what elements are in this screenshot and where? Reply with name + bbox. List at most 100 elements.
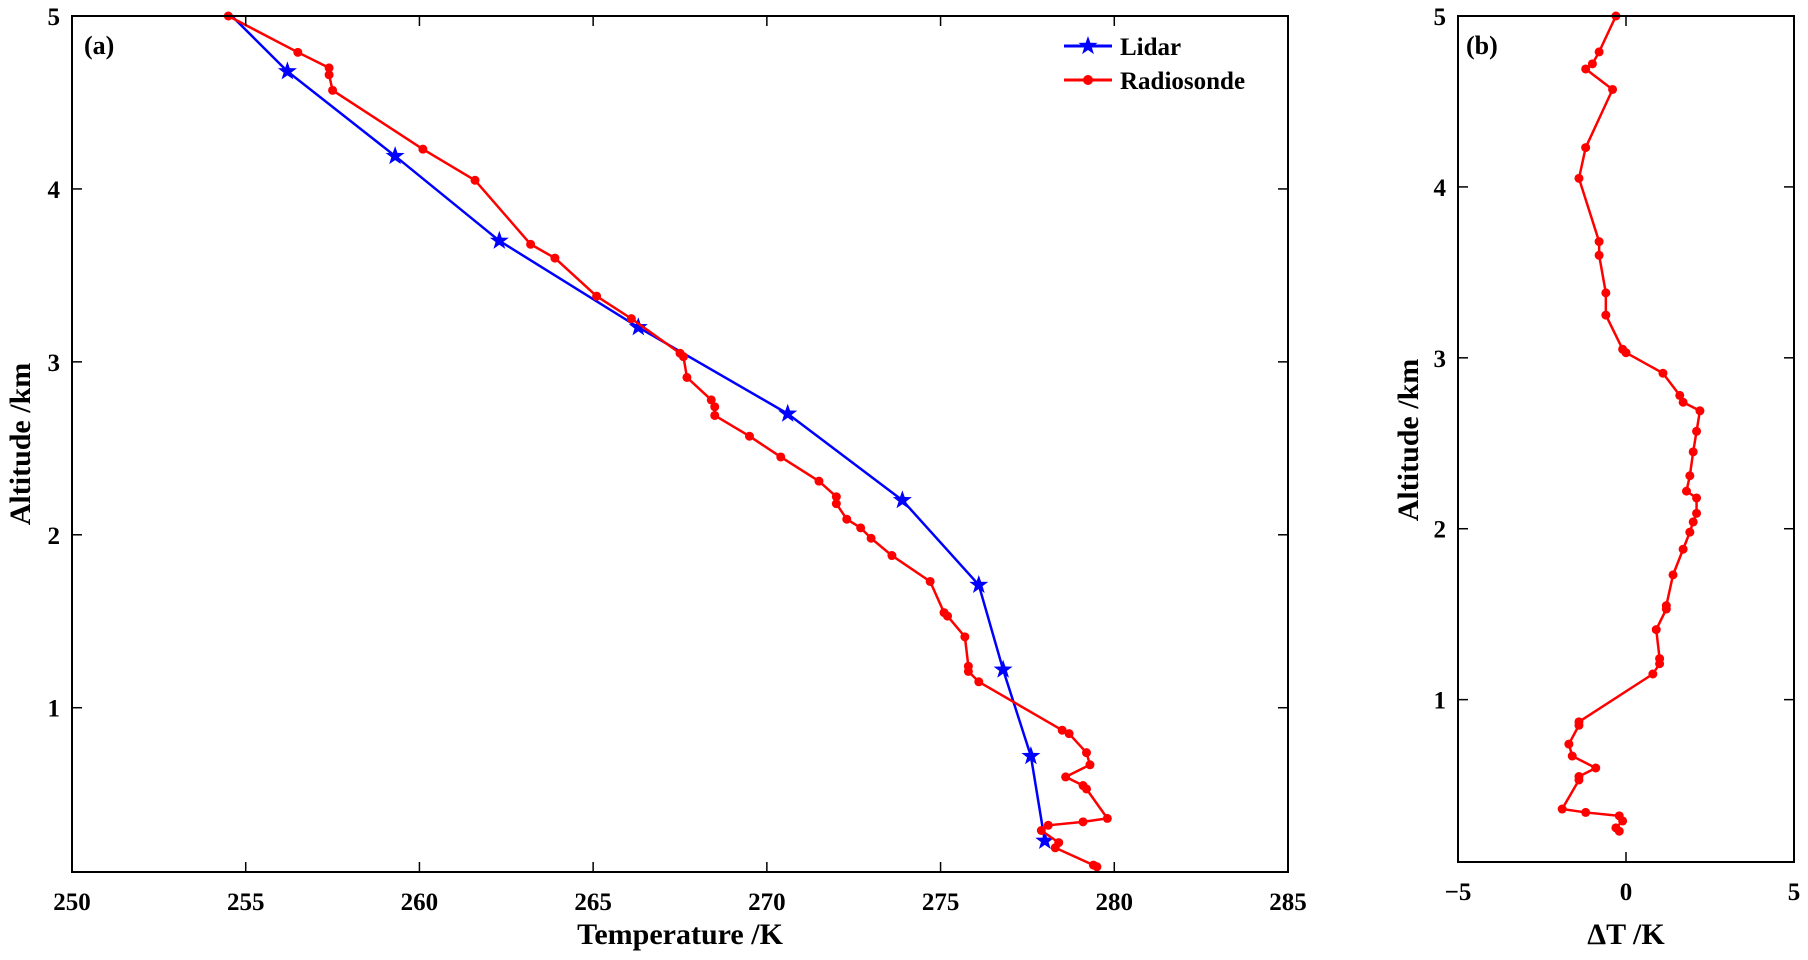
panel-b-series-0-point-3 bbox=[1581, 64, 1591, 74]
panel-b-series-0-point-19 bbox=[1685, 471, 1695, 481]
panel-b-series-0-point-5 bbox=[1581, 143, 1591, 153]
panel-b-series-0-point-6 bbox=[1574, 173, 1584, 183]
panel-b-series-0-point-21 bbox=[1692, 493, 1702, 503]
panel-a-radiosonde-point-10 bbox=[626, 314, 636, 324]
panel-a-radiosonde-point-29 bbox=[960, 632, 970, 642]
panel-a-x-axis-title: Temperature /K bbox=[577, 918, 783, 951]
panel-b-series-0-point-28 bbox=[1661, 604, 1671, 614]
panel-a-x-tick-label-285: 285 bbox=[1269, 889, 1307, 916]
panel-b-series-0-point-13 bbox=[1658, 368, 1668, 378]
panel-a-ticks: 250 255 260 265 270 275 280 285 1 2 3 4 5 bbox=[48, 4, 1307, 916]
panel-b-y-tick-label-1: 1 bbox=[1434, 688, 1447, 715]
panel-a-lidar-point-1 bbox=[277, 61, 297, 80]
panel-a-radiosonde-point-12 bbox=[678, 352, 688, 362]
panel-a-radiosonde-point-20 bbox=[831, 492, 841, 502]
legend-lidar-label: Lidar bbox=[1120, 34, 1181, 61]
panel-b-x-tick-label-5: 5 bbox=[1788, 879, 1801, 906]
panel-a-radiosonde-point-7 bbox=[526, 239, 536, 249]
panel-a-radiosonde-point-32 bbox=[974, 677, 984, 687]
panel-a-radiosonde-point-31 bbox=[963, 666, 973, 676]
panel-a-radiosonde-point-13 bbox=[682, 372, 692, 382]
panel-b-series-0-point-29 bbox=[1651, 625, 1661, 635]
panel-b-y-tick-label-5: 5 bbox=[1434, 4, 1447, 31]
panel-b-series-0-point-26 bbox=[1668, 570, 1678, 580]
panel-a-x-tick-label-275: 275 bbox=[922, 889, 960, 916]
panel-a-radiosonde-point-3 bbox=[324, 70, 334, 80]
panel-a-radiosonde-point-43 bbox=[1036, 825, 1046, 835]
panel-b-series-0-point-43 bbox=[1618, 816, 1628, 826]
panel-b-series-0-point-12 bbox=[1621, 348, 1631, 358]
panel-a-label: (a) bbox=[84, 31, 114, 60]
panel-a-lidar-point-2 bbox=[385, 146, 405, 165]
panel-b-x-tick-label--5: −5 bbox=[1445, 879, 1472, 906]
panel-a-radiosonde-point-37 bbox=[1061, 772, 1071, 782]
panel-a-lidar-point-10 bbox=[1035, 830, 1055, 849]
panel-a-radiosonde-point-39 bbox=[1081, 784, 1091, 794]
panel-b-series-0-point-39 bbox=[1574, 775, 1584, 785]
panel-b-series-0-point-35 bbox=[1564, 739, 1574, 749]
panel-a-radiosonde-point-4 bbox=[328, 85, 338, 95]
panel-b-y-tick-label-4: 4 bbox=[1434, 175, 1447, 202]
panel-b-series-0-point-40 bbox=[1557, 804, 1567, 814]
panel-a-legend: Lidar Radiosonde bbox=[1064, 34, 1245, 95]
panel-a-radiosonde-point-41 bbox=[1078, 817, 1088, 827]
panel-a-x-tick-label-250: 250 bbox=[53, 889, 91, 916]
panel-a-radiosonde-point-24 bbox=[866, 533, 876, 543]
legend-radiosonde-dot-marker bbox=[1083, 75, 1093, 85]
panel-a-radiosonde-point-33 bbox=[1057, 725, 1067, 735]
panel-a-radiosonde-point-45 bbox=[1050, 843, 1060, 853]
panel-b-series-0-point-32 bbox=[1648, 669, 1658, 679]
panel-b-series-0-point-37 bbox=[1591, 763, 1601, 773]
panel-a-radiosonde-point-28 bbox=[943, 611, 953, 621]
panel-a-y-tick-label-1: 1 bbox=[48, 696, 61, 723]
panel-a-x-tick-label-260: 260 bbox=[401, 889, 439, 916]
legend-radiosonde-label: Radiosonde bbox=[1120, 68, 1245, 95]
panel-b-series-0-point-4 bbox=[1608, 84, 1618, 94]
panel-b-series-0-point-18 bbox=[1688, 447, 1698, 457]
panel-b-series-0-point-8 bbox=[1594, 250, 1604, 260]
panel-a-radiosonde-point-1 bbox=[293, 47, 303, 57]
panel-b-series-0-point-23 bbox=[1688, 517, 1698, 527]
panel-b-label: (b) bbox=[1466, 31, 1498, 60]
panel-a-y-tick-label-5: 5 bbox=[48, 4, 61, 31]
panel-a-radiosonde-point-9 bbox=[592, 291, 602, 301]
panel-a-x-tick-label-270: 270 bbox=[748, 889, 786, 916]
panel-a-radiosonde-point-40 bbox=[1102, 813, 1112, 823]
panel-a-plot-frame bbox=[71, 15, 1289, 873]
panel-a-y-tick-label-2: 2 bbox=[48, 523, 61, 550]
panel-b-series-0-point-31 bbox=[1655, 659, 1665, 669]
panel-b-series-0-point-2 bbox=[1587, 59, 1597, 69]
panel-a-radiosonde-point-2 bbox=[324, 63, 334, 73]
panel-a-radiosonde-point-18 bbox=[776, 452, 786, 462]
panel-a-lidar-point-3 bbox=[489, 230, 509, 249]
panel-a-radiosonde-point-47 bbox=[1092, 862, 1102, 872]
panel-a-radiosonde-point-16 bbox=[710, 410, 720, 420]
panel-a-radiosonde-point-14 bbox=[706, 395, 716, 405]
panel-a-x-tick-label-255: 255 bbox=[227, 889, 265, 916]
panel-b-series-0-point-20 bbox=[1681, 486, 1691, 496]
panel-b-series-0-point-14 bbox=[1675, 390, 1685, 400]
panel-a-y-axis-title: Altitude /km bbox=[4, 363, 37, 526]
panel-a-lidar-point-8 bbox=[993, 659, 1013, 678]
panel-b-series-0-point-36 bbox=[1567, 751, 1577, 761]
legend-lidar-star-marker bbox=[1078, 36, 1098, 55]
panel-b-series-0-point-10 bbox=[1601, 310, 1611, 320]
panel-a-radiosonde-point-5 bbox=[418, 144, 428, 154]
panel-b-ticks: −5 0 5 1 2 3 4 5 bbox=[1434, 4, 1801, 906]
panel-a-lidar-point-7 bbox=[969, 574, 989, 594]
panel-b-x-tick-label-0: 0 bbox=[1620, 879, 1633, 906]
panel-a-lidar-point-6 bbox=[892, 490, 912, 509]
panel-a-lidar-point-5 bbox=[778, 403, 798, 422]
panel-a-lidar-point-9 bbox=[1021, 746, 1041, 765]
panel-a-radiosonde-point-22 bbox=[842, 514, 852, 524]
panel-b-temperature-difference: −5 0 5 1 2 3 4 5 (b) ΔT /K Altitude /km bbox=[1392, 4, 1800, 951]
panel-b-series-0-line bbox=[1560, 15, 1702, 833]
panel-a-temperature-profile: 250 255 260 265 270 275 280 285 1 2 3 4 5 (a) Temper… bbox=[4, 4, 1307, 951]
panel-b-series-0-point-34 bbox=[1574, 720, 1584, 730]
panel-b-series-0-point-16 bbox=[1695, 406, 1705, 416]
panel-a-radiosonde-point-21 bbox=[831, 499, 841, 509]
panel-b-series-layer bbox=[1557, 11, 1705, 836]
panel-a-radiosonde-point-17 bbox=[744, 431, 754, 441]
panel-b-y-tick-label-2: 2 bbox=[1434, 517, 1447, 544]
